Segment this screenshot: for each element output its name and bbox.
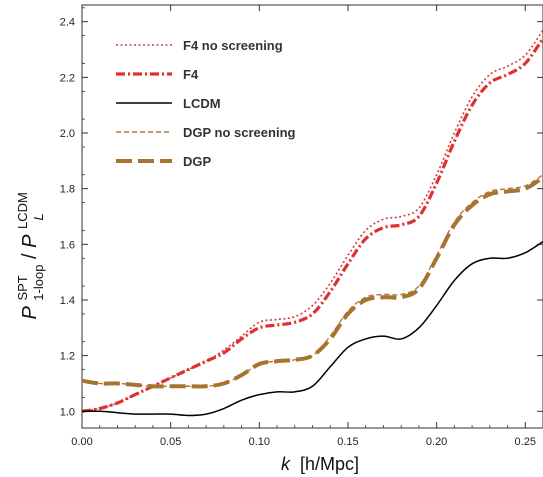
plot-area	[81, 4, 543, 429]
series-line-4	[81, 175, 543, 389]
legend-label-4: DGP	[183, 154, 212, 169]
legend: F4 no screening F4 LCDM DGP no screening DGP	[116, 38, 296, 169]
y-tick-label: 1.6	[60, 239, 75, 251]
y-tick-label: 2.2	[60, 72, 75, 84]
series-line-3	[81, 174, 543, 388]
series-line-1	[81, 37, 543, 413]
y-tick-label: 1.0	[60, 406, 75, 418]
legend-label-1: F4	[183, 67, 199, 82]
y-tick-label: 1.4	[60, 295, 75, 307]
x-tick-label: 0.15	[337, 436, 358, 448]
x-axis-unit: [h/Mpc]	[300, 454, 359, 474]
y-title-p1-sub: 1-loop	[31, 265, 46, 301]
series-line-2	[81, 240, 543, 417]
x-tick-label: 0.05	[160, 436, 181, 448]
x-tick-label: 0.25	[515, 436, 536, 448]
y-tick-label: 1.2	[60, 351, 75, 363]
axis-ticks: 0.00 0.05 0.10 0.15 0.20 0.25 1.0 1.2 1.4 1.6 1.8 2…	[60, 5, 543, 448]
series-line-0	[81, 29, 543, 413]
x-tick-label: 0.20	[426, 436, 447, 448]
x-tick-label: 0.00	[71, 436, 92, 448]
y-axis-title: P SPT 1-loop / P LCDM L	[10, 187, 48, 320]
legend-label-3: DGP no screening	[183, 125, 296, 140]
y-title-slash: /	[19, 253, 41, 259]
y-title-p1: P	[19, 305, 41, 319]
legend-label-2: LCDM	[183, 96, 221, 111]
y-tick-label: 2.4	[60, 17, 75, 29]
legend-label-0: F4 no screening	[183, 38, 283, 53]
y-title-p1-sup: SPT	[15, 275, 30, 300]
y-title-p2-sup: LCDM	[15, 192, 30, 229]
y-title-p2-sub: L	[31, 213, 46, 220]
plot-frame	[81, 4, 543, 429]
y-title-p2: P	[19, 234, 41, 248]
x-tick-label: 0.10	[249, 436, 270, 448]
y-tick-label: 2.0	[60, 128, 75, 140]
y-tick-label: 1.8	[60, 184, 75, 196]
series-lines	[81, 29, 543, 417]
x-axis-title: k [h/Mpc]	[281, 454, 359, 474]
x-axis-var: k	[281, 454, 291, 474]
